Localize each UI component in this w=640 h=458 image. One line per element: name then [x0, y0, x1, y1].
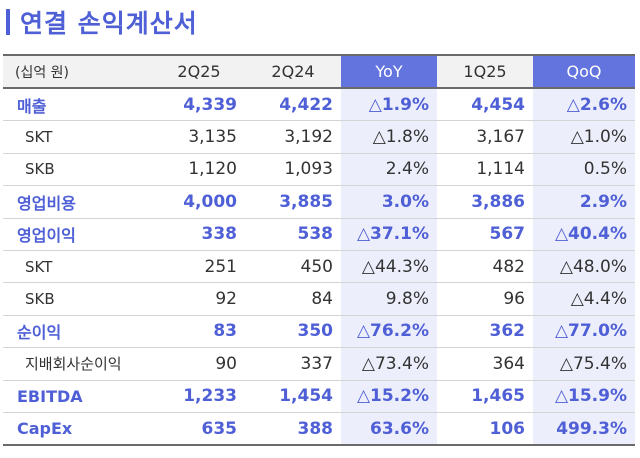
- column-header-qoq: QoQ: [533, 54, 635, 89]
- cell-yoy: △73.4%: [341, 347, 437, 381]
- row-label: 영업비용: [3, 185, 153, 219]
- cell-2q24: 337: [245, 347, 341, 381]
- cell-qoq: △40.4%: [533, 218, 635, 251]
- cell-2q24: 3,885: [245, 185, 341, 219]
- cell-2q25: 635: [153, 412, 245, 447]
- cell-yoy: △76.2%: [341, 315, 437, 349]
- cell-yoy: △15.2%: [341, 380, 437, 413]
- cell-2q25: 3,135: [153, 120, 245, 154]
- cell-1q25: 482: [437, 250, 533, 284]
- cell-2q25: 251: [153, 250, 245, 284]
- column-header-yoy: YoY: [341, 54, 437, 89]
- row-label: SKB: [3, 153, 153, 187]
- cell-2q24: 350: [245, 315, 341, 349]
- cell-2q25: 1,233: [153, 380, 245, 413]
- cell-qoq: 2.9%: [533, 185, 635, 219]
- cell-qoq: △2.6%: [533, 88, 635, 122]
- table-row: CapEx 635 388 63.6% 106 499.3%: [3, 412, 635, 447]
- table-row: 매출 4,339 4,422 △1.9% 4,454 △2.6%: [3, 88, 635, 122]
- title-accent-bar: [6, 9, 10, 35]
- cell-1q25: 3,886: [437, 185, 533, 219]
- table-header-row: (십억 원) 2Q25 2Q24 YoY 1Q25 QoQ: [3, 54, 635, 89]
- row-label: EBITDA: [3, 380, 153, 413]
- cell-2q25: 4,000: [153, 185, 245, 219]
- cell-yoy: △1.9%: [341, 88, 437, 122]
- table-row: 영업이익 338 538 △37.1% 567 △40.4%: [3, 218, 635, 251]
- cell-1q25: 3,167: [437, 120, 533, 154]
- table-row: SKB 92 84 9.8% 96 △4.4%: [3, 282, 635, 316]
- page-title: 연결 손익계산서: [6, 4, 198, 40]
- cell-1q25: 1,114: [437, 153, 533, 187]
- cell-1q25: 362: [437, 315, 533, 349]
- row-label: CapEx: [3, 412, 153, 447]
- cell-qoq: 499.3%: [533, 412, 635, 447]
- cell-1q25: 96: [437, 282, 533, 316]
- cell-qoq: 0.5%: [533, 153, 635, 187]
- cell-1q25: 106: [437, 412, 533, 447]
- cell-1q25: 567: [437, 218, 533, 251]
- cell-1q25: 1,465: [437, 380, 533, 413]
- cell-2q25: 92: [153, 282, 245, 316]
- cell-2q24: 388: [245, 412, 341, 447]
- cell-2q24: 84: [245, 282, 341, 316]
- cell-2q25: 4,339: [153, 88, 245, 122]
- cell-yoy: △37.1%: [341, 218, 437, 251]
- cell-qoq: △77.0%: [533, 315, 635, 349]
- cell-2q24: 538: [245, 218, 341, 251]
- column-header-1q25: 1Q25: [437, 54, 533, 89]
- income-statement-table: (십억 원) 2Q25 2Q24 YoY 1Q25 QoQ 매출 4,339 4,4…: [3, 54, 635, 447]
- cell-qoq: △1.0%: [533, 120, 635, 154]
- cell-yoy: 9.8%: [341, 282, 437, 316]
- cell-2q25: 338: [153, 218, 245, 251]
- cell-2q24: 1,454: [245, 380, 341, 413]
- cell-qoq: △75.4%: [533, 347, 635, 381]
- cell-yoy: 3.0%: [341, 185, 437, 219]
- cell-2q25: 1,120: [153, 153, 245, 187]
- cell-2q25: 90: [153, 347, 245, 381]
- row-label: 매출: [3, 88, 153, 122]
- row-label: 영업이익: [3, 218, 153, 251]
- table-row: SKT 251 450 △44.3% 482 △48.0%: [3, 250, 635, 284]
- table-row: 영업비용 4,000 3,885 3.0% 3,886 2.9%: [3, 185, 635, 219]
- cell-yoy: △44.3%: [341, 250, 437, 284]
- column-header-2q25: 2Q25: [153, 54, 245, 89]
- cell-yoy: 2.4%: [341, 153, 437, 187]
- row-label: 지배회사순이익: [3, 347, 153, 381]
- cell-2q24: 450: [245, 250, 341, 284]
- cell-qoq: △48.0%: [533, 250, 635, 284]
- table-row: EBITDA 1,233 1,454 △15.2% 1,465 △15.9%: [3, 380, 635, 413]
- row-label: SKT: [3, 250, 153, 284]
- cell-qoq: △15.9%: [533, 380, 635, 413]
- cell-2q24: 3,192: [245, 120, 341, 154]
- table-row: 지배회사순이익 90 337 △73.4% 364 △75.4%: [3, 347, 635, 381]
- cell-2q24: 1,093: [245, 153, 341, 187]
- cell-1q25: 4,454: [437, 88, 533, 122]
- title-text: 연결 손익계산서: [20, 9, 198, 38]
- unit-label: (십억 원): [3, 54, 153, 89]
- table-row: SKB 1,120 1,093 2.4% 1,114 0.5%: [3, 153, 635, 187]
- row-label: 순이익: [3, 315, 153, 349]
- cell-2q24: 4,422: [245, 88, 341, 122]
- table-row: 순이익 83 350 △76.2% 362 △77.0%: [3, 315, 635, 349]
- cell-yoy: △1.8%: [341, 120, 437, 154]
- row-label: SKT: [3, 120, 153, 154]
- column-header-2q24: 2Q24: [245, 54, 341, 89]
- cell-1q25: 364: [437, 347, 533, 381]
- cell-yoy: 63.6%: [341, 412, 437, 447]
- cell-2q25: 83: [153, 315, 245, 349]
- cell-qoq: △4.4%: [533, 282, 635, 316]
- row-label: SKB: [3, 282, 153, 316]
- table-row: SKT 3,135 3,192 △1.8% 3,167 △1.0%: [3, 120, 635, 154]
